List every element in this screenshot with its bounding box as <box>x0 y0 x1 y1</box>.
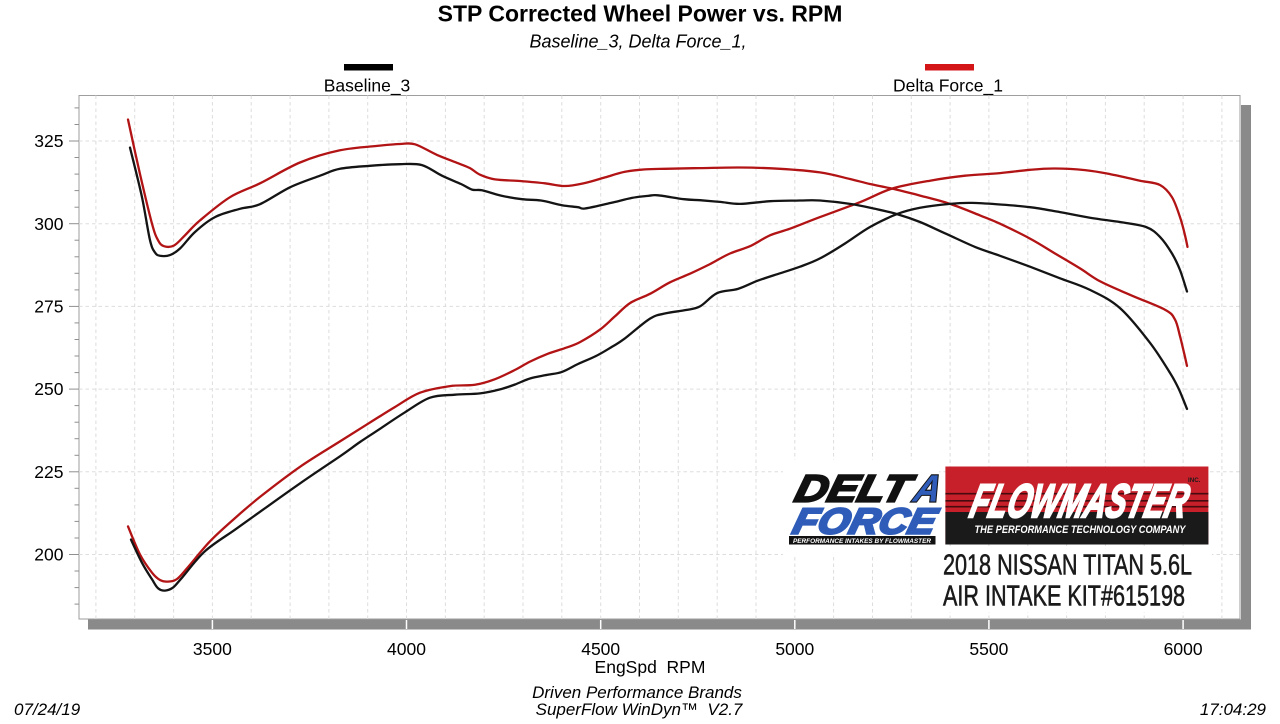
svg-text:200: 200 <box>34 545 63 565</box>
svg-text:275: 275 <box>34 297 63 317</box>
svg-text:FORCE: FORCE <box>789 501 943 541</box>
svg-text:INC.: INC. <box>1188 477 1201 484</box>
svg-text:225: 225 <box>34 462 63 482</box>
svg-text:300: 300 <box>34 214 63 234</box>
svg-text:250: 250 <box>34 379 63 399</box>
svg-text:4500: 4500 <box>581 639 620 659</box>
svg-text:6000: 6000 <box>1164 639 1203 659</box>
svg-text:THE PERFORMANCE TECHNOLOGY COM: THE PERFORMANCE TECHNOLOGY COMPANY <box>975 524 1187 536</box>
svg-text:Baseline_3: Baseline_3 <box>324 76 411 97</box>
svg-text:FLOWMASTER: FLOWMASTER <box>965 476 1194 528</box>
svg-text:5000: 5000 <box>775 639 814 659</box>
svg-text:325: 325 <box>34 131 63 151</box>
svg-text:Delta Force_1: Delta Force_1 <box>893 76 1003 97</box>
svg-text:2018 NISSAN TITAN 5.6L: 2018 NISSAN TITAN 5.6L <box>943 550 1192 582</box>
svg-text:AIR INTAKE KIT#615198: AIR INTAKE KIT#615198 <box>943 581 1185 613</box>
svg-text:3500: 3500 <box>193 639 232 659</box>
svg-text:EngSpd RPM: EngSpd RPM <box>595 657 706 677</box>
svg-text:SuperFlow WinDyn™ V2.7: SuperFlow WinDyn™ V2.7 <box>536 700 743 719</box>
svg-text:PERFORMANCE INTAKES BY FLOWMAS: PERFORMANCE INTAKES BY FLOWMASTER <box>793 538 931 545</box>
svg-text:4000: 4000 <box>387 639 426 659</box>
svg-text:07/24/19: 07/24/19 <box>14 700 81 719</box>
svg-text:Driven Performance Brands: Driven Performance Brands <box>532 683 742 702</box>
svg-text:STP Corrected Wheel Power vs.: STP Corrected Wheel Power vs. RPM <box>438 1 843 27</box>
svg-text:17:04:29: 17:04:29 <box>1200 700 1267 719</box>
svg-text:5500: 5500 <box>969 639 1008 659</box>
svg-text:Baseline_3, Delta Force_1,: Baseline_3, Delta Force_1, <box>529 32 746 52</box>
svg-text:DELT: DELT <box>791 468 920 510</box>
